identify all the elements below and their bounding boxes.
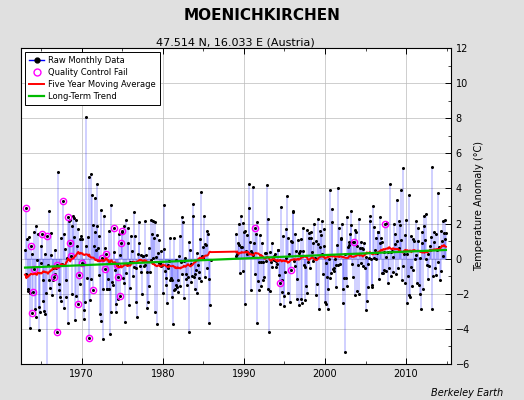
Legend: Raw Monthly Data, Quality Control Fail, Five Year Moving Average, Long-Term Tren: Raw Monthly Data, Quality Control Fail, …: [25, 52, 159, 105]
Y-axis label: Temperature Anomaly (°C): Temperature Anomaly (°C): [474, 141, 484, 271]
Text: MOENICHKIRCHEN: MOENICHKIRCHEN: [183, 8, 341, 23]
Text: Berkeley Earth: Berkeley Earth: [431, 388, 503, 398]
Title: 47.514 N, 16.033 E (Austria): 47.514 N, 16.033 E (Austria): [157, 37, 315, 47]
